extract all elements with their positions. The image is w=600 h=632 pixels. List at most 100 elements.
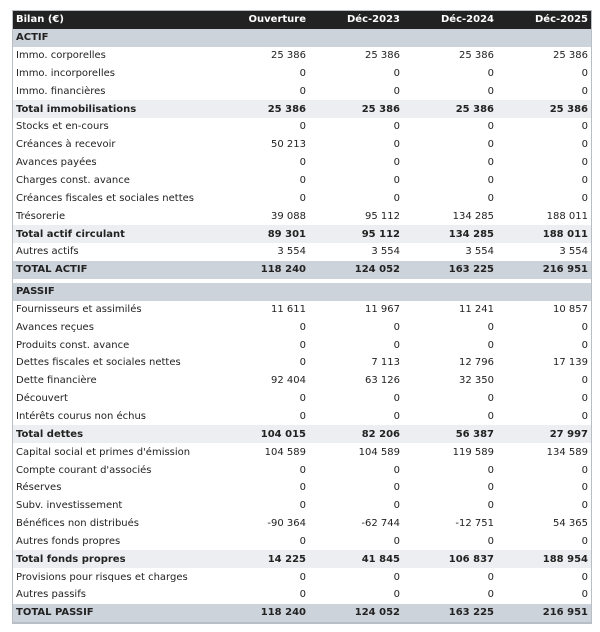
row-label: Intérêts courus non échus <box>16 410 147 422</box>
cell-value: 14 225 <box>215 550 309 569</box>
cell-value: 0 <box>581 393 588 405</box>
cell-value: 0 <box>581 139 588 151</box>
table-row: Immo. incorporelles 0 0 0 0 <box>13 65 591 83</box>
total-row: TOTAL PASSIF 118 240 124 052 163 225 216 951 <box>13 603 591 622</box>
cell-value: 82 206 <box>309 425 403 444</box>
row-label: TOTAL PASSIF <box>13 603 215 622</box>
cell-value: 25 386 <box>553 50 588 62</box>
row-label: Total actif circulant <box>13 225 215 243</box>
cell-value: 118 240 <box>215 603 309 622</box>
cell-value: 134 285 <box>403 225 497 243</box>
cell-value: 0 <box>487 500 494 512</box>
cell-value: 63 126 <box>365 375 400 387</box>
cell-value: 0 <box>581 571 588 583</box>
row-label: Autres passifs <box>16 589 86 601</box>
row-label: Dettes fiscales et sociales nettes <box>16 357 181 369</box>
cell-value: 0 <box>299 500 306 512</box>
cell-value: 0 <box>393 410 400 422</box>
cell-value: 0 <box>581 339 588 351</box>
row-label: Immo. corporelles <box>16 50 106 62</box>
cell-value: 41 845 <box>309 550 403 569</box>
cell-value: 124 052 <box>309 603 403 622</box>
row-label: Fournisseurs et assimilés <box>16 303 142 315</box>
cell-value: 0 <box>393 121 400 133</box>
cell-value: 0 <box>299 85 306 97</box>
cell-value <box>497 278 591 283</box>
row-label: Dette financière <box>16 375 97 387</box>
cell-value: 39 088 <box>271 210 306 222</box>
cell-value: 0 <box>393 321 400 333</box>
balance-sheet-table: Bilan (€) Ouverture Déc-2023 Déc-2024 Dé… <box>13 11 591 622</box>
cell-value: 0 <box>487 589 494 601</box>
table-row: Dette financière 92 404 63 126 32 350 0 <box>13 372 591 390</box>
cell-value: 54 365 <box>553 518 588 530</box>
cell-value: 0 <box>487 482 494 494</box>
row-label: TOTAL ACTIF <box>13 260 215 279</box>
table-header: Bilan (€) Ouverture Déc-2023 Déc-2024 Dé… <box>13 11 591 29</box>
cell-value: 0 <box>393 339 400 351</box>
cell-value: 0 <box>393 139 400 151</box>
row-label: Réserves <box>16 482 62 494</box>
cell-value: 25 386 <box>403 100 497 119</box>
section-header: ACTIF <box>13 28 591 47</box>
cell-value <box>309 278 403 283</box>
cell-value: 0 <box>299 410 306 422</box>
cell-value: 25 386 <box>309 100 403 119</box>
table-row: Charges const. avance 0 0 0 0 <box>13 172 591 190</box>
row-label: Total immobilisations <box>13 100 215 119</box>
row-label: Capital social et primes d'émission <box>16 446 191 458</box>
subtotal-row: Total actif circulant 89 301 95 112 134 285… <box>13 225 591 243</box>
row-label: Bénéfices non distribués <box>16 518 140 530</box>
row-label: Créances fiscales et sociales nettes <box>16 192 194 204</box>
cell-value: 188 954 <box>497 550 591 569</box>
cell-value: 0 <box>393 192 400 204</box>
column-header: Ouverture <box>215 11 309 29</box>
cell-value: 0 <box>393 482 400 494</box>
cell-value: 0 <box>393 67 400 79</box>
column-header: Déc-2023 <box>309 11 403 29</box>
cell-value: 0 <box>581 589 588 601</box>
cell-value <box>215 282 309 301</box>
subtotal-row: Total dettes 104 015 82 206 56 387 27 997 <box>13 425 591 444</box>
cell-value: 119 589 <box>452 446 494 458</box>
row-label: Total fonds propres <box>13 550 215 569</box>
cell-value <box>497 282 591 301</box>
cell-value: 0 <box>487 321 494 333</box>
cell-value: 0 <box>581 321 588 333</box>
cell-value: 0 <box>299 464 306 476</box>
row-label: Compte courant d'associés <box>16 464 152 476</box>
table-row: Subv. investissement 0 0 0 0 <box>13 497 591 515</box>
cell-value: 0 <box>487 85 494 97</box>
cell-value: 25 386 <box>215 100 309 119</box>
balance-sheet: Bilan (€) Ouverture Déc-2023 Déc-2024 Dé… <box>12 10 592 624</box>
cell-value: 0 <box>393 85 400 97</box>
cell-value: 95 112 <box>365 210 400 222</box>
table-row: Provisions pour risques et charges 0 0 0 0 <box>13 568 591 586</box>
cell-value: 134 589 <box>546 446 588 458</box>
cell-value: 11 611 <box>271 303 306 315</box>
table-row: Découvert 0 0 0 0 <box>13 390 591 408</box>
cell-value: 0 <box>299 339 306 351</box>
table-row: Créances à recevoir 50 213 0 0 0 <box>13 136 591 154</box>
cell-value: 124 052 <box>309 260 403 279</box>
cell-value: 0 <box>487 157 494 169</box>
cell-value: 118 240 <box>215 260 309 279</box>
cell-value: 50 213 <box>271 139 306 151</box>
cell-value: 0 <box>487 192 494 204</box>
row-label: Autres actifs <box>16 246 79 258</box>
cell-value: 0 <box>581 67 588 79</box>
cell-value: 216 951 <box>497 260 591 279</box>
cell-value: 0 <box>299 589 306 601</box>
table-row: Bénéfices non distribués -90 364 -62 744 -1… <box>13 515 591 533</box>
cell-value: 27 997 <box>497 425 591 444</box>
cell-value: 104 589 <box>264 446 306 458</box>
cell-value: 0 <box>393 589 400 601</box>
cell-value: 216 951 <box>497 603 591 622</box>
table-row: Capital social et primes d'émission 104 5… <box>13 443 591 461</box>
cell-value: 0 <box>299 192 306 204</box>
table-row: Autres fonds propres 0 0 0 0 <box>13 532 591 550</box>
cell-value: 0 <box>299 535 306 547</box>
cell-value: 0 <box>299 121 306 133</box>
row-label: Immo. financières <box>16 85 106 97</box>
cell-value: 0 <box>299 571 306 583</box>
